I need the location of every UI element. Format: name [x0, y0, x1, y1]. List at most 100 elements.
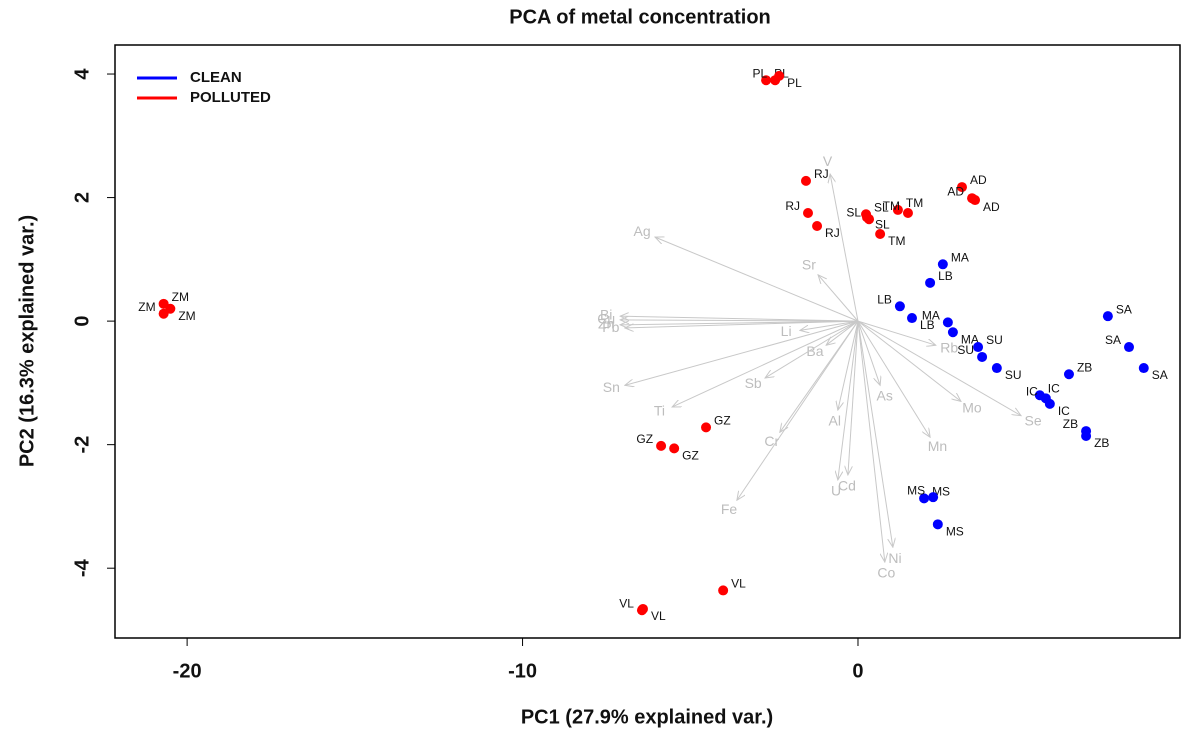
point-label: SU: [957, 343, 974, 357]
point-label: SL: [846, 205, 861, 219]
x-axis-title: PC1 (27.9% explained var.): [521, 706, 773, 728]
point-label: ZB: [1094, 436, 1109, 450]
point: [919, 493, 930, 504]
point: [932, 519, 943, 530]
plot-frame: [114, 44, 1181, 639]
loading-arrow: [838, 321, 859, 480]
point-label: VL: [651, 609, 666, 623]
loading-arrow: [672, 320, 859, 407]
point: [1124, 342, 1135, 353]
x-tick-label: -20: [173, 660, 202, 682]
loading-arrow: [818, 275, 859, 322]
point-label: ZM: [172, 290, 189, 304]
loading-arrow: [800, 320, 859, 330]
point: [669, 443, 680, 454]
loading-label: Rb: [940, 339, 958, 355]
point-label: ZM: [138, 300, 155, 314]
x-tick-label: -10: [508, 660, 537, 682]
point: [774, 70, 785, 81]
point-label: ZB: [1063, 417, 1078, 431]
point: [803, 208, 814, 219]
loading-label: Pb: [602, 319, 619, 335]
y-tick-label: 0: [71, 316, 93, 327]
point-label: AD: [947, 184, 964, 198]
point: [1081, 431, 1092, 442]
point-label: ZM: [178, 309, 195, 323]
legend-label: CLEAN: [190, 69, 242, 86]
point-label: MA: [922, 309, 940, 323]
point: [928, 492, 939, 503]
point-label: SA: [1116, 302, 1132, 316]
point: [977, 351, 988, 362]
point-label: VL: [619, 596, 634, 610]
loading-label: U: [831, 482, 841, 498]
point: [761, 75, 772, 86]
point: [701, 422, 712, 433]
point-label: SU: [986, 333, 1003, 347]
point: [973, 342, 984, 353]
point: [812, 220, 823, 231]
loading-arrow: [857, 320, 930, 437]
point-label: RJ: [785, 199, 800, 213]
loading-label: Li: [781, 323, 792, 339]
loading-label: Ag: [634, 223, 651, 239]
point-label: SA: [1105, 333, 1121, 347]
point: [800, 175, 811, 186]
legend-label: POLLUTED: [190, 89, 271, 106]
loading-label: Mn: [928, 438, 947, 454]
point-label: TM: [888, 234, 905, 248]
point-label: ZB: [1077, 360, 1092, 374]
loading-arrow: [830, 174, 859, 322]
loading-arrow: [625, 320, 859, 385]
loading-arrow: [857, 321, 885, 562]
point: [1044, 398, 1055, 409]
loading-label: Al: [829, 412, 841, 428]
point: [165, 303, 176, 314]
loading-label: Cu: [597, 311, 615, 327]
point: [925, 277, 936, 288]
loading-arrow: [857, 320, 1021, 416]
point-label: LB: [938, 269, 953, 283]
loading-label: As: [877, 387, 893, 403]
loading-label: Zn: [598, 316, 614, 332]
loading-arrow: [655, 237, 859, 322]
loading-arrow: [620, 320, 858, 325]
point-label: PL: [787, 76, 802, 90]
y-tick-label: -4: [71, 558, 93, 577]
loading-arrow: [857, 320, 961, 401]
point: [637, 603, 648, 614]
point-label: MA: [951, 250, 969, 264]
loading-arrow: [857, 320, 936, 345]
y-tick-label: 2: [71, 192, 93, 203]
point: [947, 327, 958, 338]
point: [1138, 363, 1149, 374]
point-label: SA: [1152, 368, 1168, 382]
loading-arrow: [765, 320, 859, 378]
loading-label: Cr: [764, 433, 779, 449]
loading-arrow: [857, 320, 880, 385]
point: [970, 195, 981, 206]
point: [1102, 311, 1113, 322]
point-label: SL: [875, 218, 890, 232]
point-label: IC: [1048, 381, 1060, 395]
loading-label: Co: [877, 565, 895, 581]
point: [906, 313, 917, 324]
loading-arrow: [737, 320, 859, 500]
loading-arrow: [625, 320, 858, 328]
point-label: TM: [883, 199, 900, 213]
point-label: MA: [961, 332, 979, 346]
point: [894, 301, 905, 312]
point-label: LB: [920, 318, 935, 332]
point-label: RJ: [825, 226, 840, 240]
point-label: AD: [983, 200, 1000, 214]
y-tick-label: 4: [71, 68, 93, 80]
point: [656, 440, 667, 451]
point: [875, 229, 886, 240]
loading-label: Fe: [721, 501, 738, 517]
loading-label: Cd: [838, 478, 856, 494]
loading-arrow: [848, 321, 859, 475]
loading-label: Se: [1025, 412, 1042, 428]
point: [902, 208, 913, 219]
point: [718, 585, 729, 596]
point-label: IC: [1026, 385, 1038, 399]
